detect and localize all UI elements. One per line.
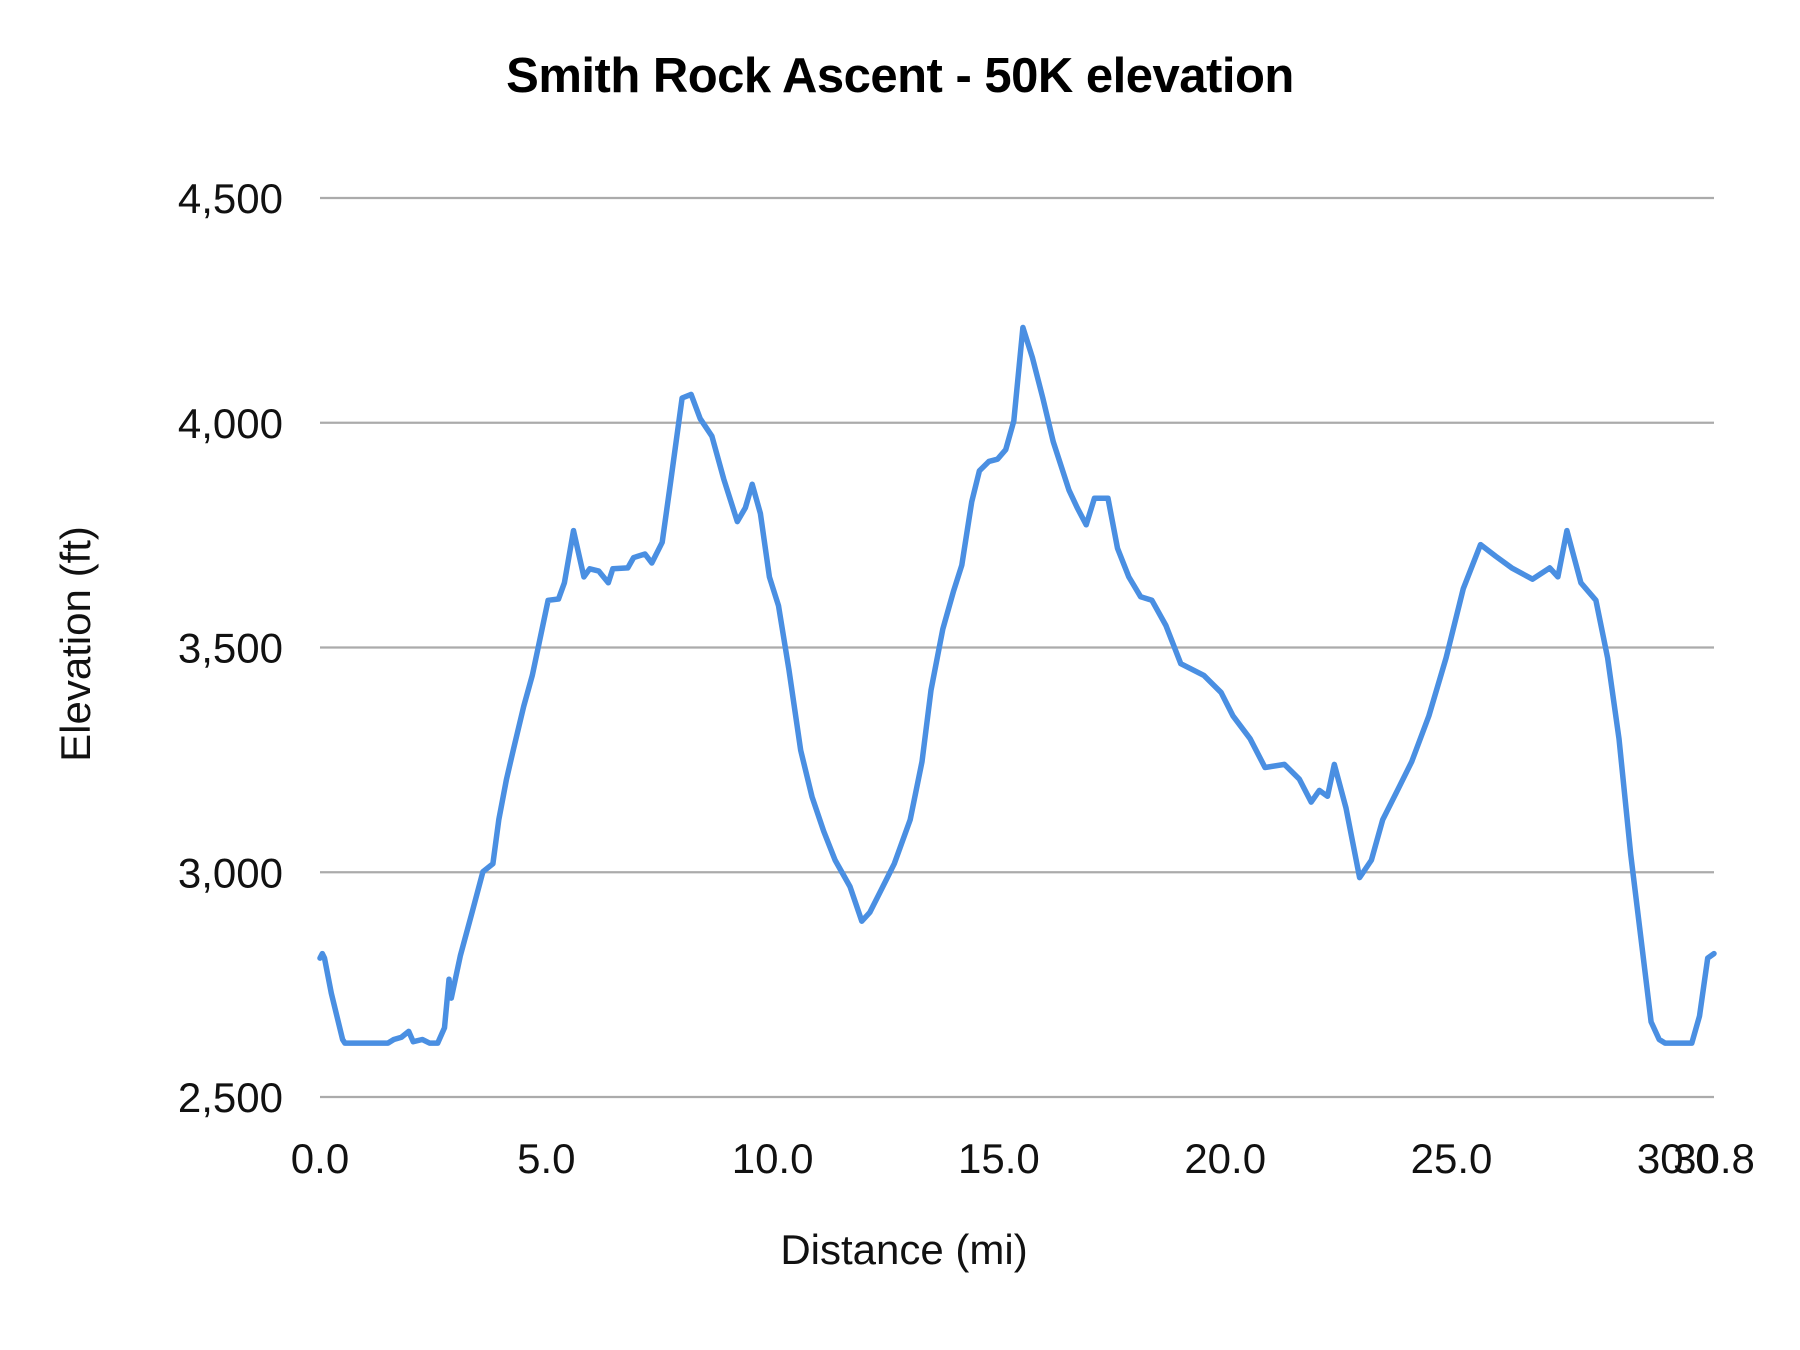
- x-tick-label: 5.0: [517, 1135, 575, 1182]
- y-tick-label: 3,500: [178, 625, 283, 672]
- y-axis-ticks: 2,500 3,000 3,500 4,000 4,500: [178, 175, 283, 1121]
- x-tick-label: 30.8: [1673, 1135, 1755, 1182]
- x-axis-label: Distance (mi): [780, 1226, 1027, 1273]
- chart-title: Smith Rock Ascent - 50K elevation: [506, 49, 1294, 103]
- x-tick-label: 15.0: [958, 1135, 1040, 1182]
- x-tick-label: 25.0: [1411, 1135, 1493, 1182]
- y-axis-label: Elevation (ft): [52, 526, 99, 762]
- x-tick-label: 20.0: [1184, 1135, 1266, 1182]
- x-axis-ticks: 0.0 5.0 10.0 15.0 20.0 25.0 30.030.8: [291, 1135, 1755, 1182]
- elevation-line: [317, 324, 1717, 1046]
- x-tick-label: 10.0: [732, 1135, 814, 1182]
- y-tick-label: 4,000: [178, 400, 283, 447]
- x-tick-label: 0.0: [291, 1135, 349, 1182]
- y-tick-label: 3,000: [178, 849, 283, 896]
- y-tick-label: 2,500: [178, 1074, 283, 1121]
- gridlines: [320, 196, 1714, 1099]
- y-tick-label: 4,500: [178, 175, 283, 222]
- x-tick-label: 30.0: [1637, 1135, 1719, 1182]
